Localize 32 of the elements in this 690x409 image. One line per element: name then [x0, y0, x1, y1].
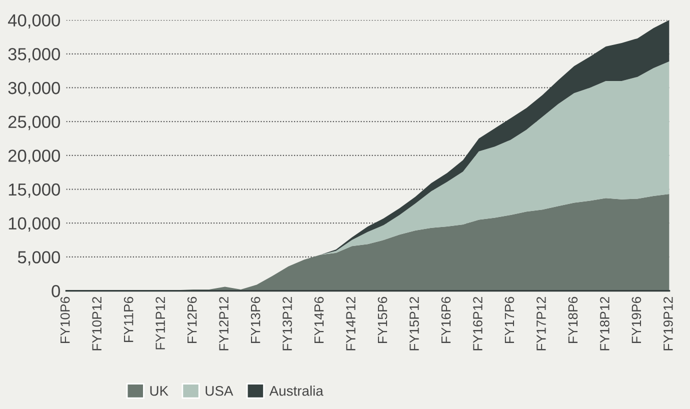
- y-tick-label: 15,000: [8, 183, 60, 198]
- x-tick-label: FY17P12: [536, 297, 546, 350]
- x-tick-label: FY13P12: [282, 297, 292, 350]
- x-tick-label: FY15P12: [410, 297, 419, 350]
- x-tick-label: FY14P6: [314, 296, 324, 343]
- x-tick-label: FY14P12: [346, 297, 356, 350]
- legend-label: UK: [150, 386, 168, 396]
- x-tick-label: FY16P6: [441, 296, 451, 343]
- x-tick-label: FY18P12: [600, 297, 610, 350]
- x-tick-label: FY15P6: [378, 296, 388, 343]
- y-tick-label: 5,000: [18, 251, 60, 266]
- legend-label: USA: [206, 386, 234, 396]
- y-tick-label: 0: [52, 284, 60, 298]
- y-tick-label: 25,000: [8, 116, 60, 130]
- x-tick-label: FY13P6: [250, 296, 260, 343]
- y-tick-label: 35,000: [8, 48, 60, 62]
- x-tick-label: FY19P6: [632, 296, 642, 343]
- x-tick-label: FY18P6: [568, 296, 578, 343]
- y-tick-label: 20,000: [8, 150, 60, 164]
- x-tick-label: FY11P6: [124, 296, 134, 342]
- x-tick-label: FY17P6: [504, 296, 514, 343]
- x-tick-label: FY16P12: [473, 297, 482, 350]
- y-tick-label: 30,000: [8, 82, 60, 96]
- x-tick-label: FY10P12: [92, 297, 102, 350]
- x-tick-label: FY10P6: [60, 296, 70, 343]
- x-tick-label: FY12P12: [219, 297, 228, 350]
- legend-label: Australia: [269, 386, 324, 396]
- y-tick-label: 40,000: [8, 14, 60, 29]
- y-tick-label: 10,000: [8, 217, 60, 232]
- x-tick-label: FY11P12: [156, 297, 165, 350]
- x-tick-label: FY19P12: [664, 297, 673, 350]
- x-tick-label: FY12P6: [187, 296, 197, 343]
